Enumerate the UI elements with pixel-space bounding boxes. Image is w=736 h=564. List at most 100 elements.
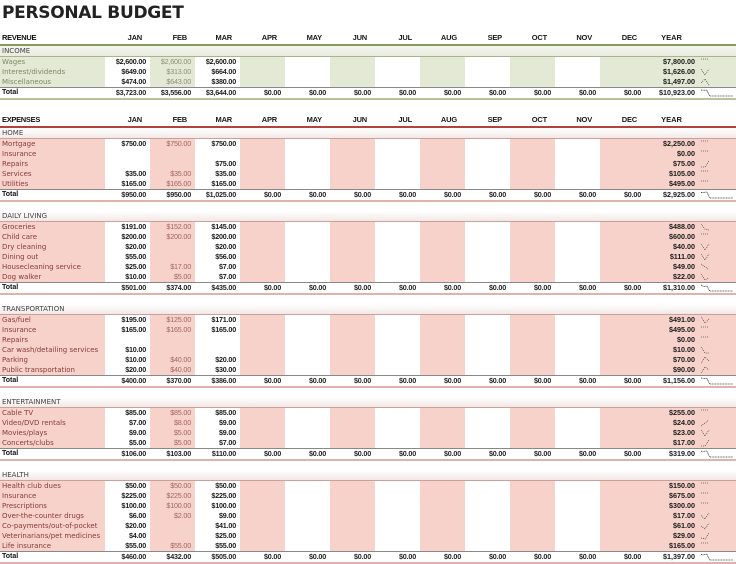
- cell-jul[interactable]: [375, 355, 420, 365]
- cell-oct[interactable]: [510, 511, 555, 521]
- cell-dec[interactable]: [600, 57, 645, 67]
- cell-oct[interactable]: [510, 345, 555, 355]
- cell-oct[interactable]: [510, 521, 555, 531]
- cell-mar[interactable]: $2,600.00: [205, 57, 236, 66]
- cell-dec[interactable]: [600, 262, 645, 272]
- cell-jul[interactable]: [375, 252, 420, 262]
- cell-apr[interactable]: [240, 511, 285, 521]
- cell-nov[interactable]: [555, 531, 600, 541]
- cell-may[interactable]: [285, 481, 330, 491]
- cell-feb[interactable]: $125.00: [150, 315, 195, 325]
- cell-nov[interactable]: [555, 179, 600, 189]
- cell-may[interactable]: [285, 335, 330, 345]
- cell-jun[interactable]: [330, 418, 375, 428]
- cell-jul[interactable]: [375, 531, 420, 541]
- cell-oct[interactable]: [510, 531, 555, 541]
- cell-jun[interactable]: [330, 325, 375, 335]
- cell-oct[interactable]: [510, 252, 555, 262]
- cell-may[interactable]: [285, 501, 330, 511]
- cell-apr[interactable]: [240, 232, 285, 242]
- cell-aug[interactable]: [420, 57, 465, 67]
- cell-aug[interactable]: [420, 262, 465, 272]
- cell-feb[interactable]: $2,600.00: [150, 57, 195, 67]
- cell-may[interactable]: [285, 438, 330, 448]
- cell-mar[interactable]: [195, 335, 240, 345]
- cell-jun[interactable]: [330, 428, 375, 438]
- cell-feb[interactable]: [150, 531, 195, 541]
- cell-jun[interactable]: [330, 355, 375, 365]
- cell-dec[interactable]: [600, 511, 645, 521]
- cell-sep[interactable]: [465, 315, 510, 325]
- cell-aug[interactable]: [420, 418, 465, 428]
- cell-jul[interactable]: [375, 262, 420, 272]
- cell-feb[interactable]: $165.00: [150, 179, 195, 189]
- cell-jul[interactable]: [375, 335, 420, 345]
- cell-nov[interactable]: [555, 491, 600, 501]
- cell-mar[interactable]: $100.00: [211, 501, 236, 510]
- cell-feb[interactable]: [150, 521, 195, 531]
- cell-oct[interactable]: [510, 57, 555, 67]
- cell-apr[interactable]: [240, 139, 285, 149]
- cell-jan[interactable]: $7.00: [129, 418, 146, 427]
- cell-jan[interactable]: $225.00: [121, 491, 146, 500]
- cell-dec[interactable]: [600, 315, 645, 325]
- cell-jun[interactable]: [330, 345, 375, 355]
- cell-aug[interactable]: [420, 521, 465, 531]
- cell-dec[interactable]: [600, 428, 645, 438]
- cell-jan[interactable]: $35.00: [125, 169, 146, 178]
- cell-dec[interactable]: [600, 252, 645, 262]
- cell-aug[interactable]: [420, 511, 465, 521]
- cell-may[interactable]: [285, 491, 330, 501]
- cell-oct[interactable]: [510, 481, 555, 491]
- cell-feb[interactable]: [150, 149, 195, 159]
- cell-apr[interactable]: [240, 438, 285, 448]
- cell-oct[interactable]: [510, 438, 555, 448]
- cell-may[interactable]: [285, 418, 330, 428]
- cell-apr[interactable]: [240, 325, 285, 335]
- cell-mar[interactable]: $750.00: [211, 139, 236, 148]
- cell-jun[interactable]: [330, 169, 375, 179]
- cell-oct[interactable]: [510, 408, 555, 418]
- cell-apr[interactable]: [240, 481, 285, 491]
- cell-jul[interactable]: [375, 149, 420, 159]
- cell-dec[interactable]: [600, 139, 645, 149]
- cell-jun[interactable]: [330, 481, 375, 491]
- cell-sep[interactable]: [465, 67, 510, 77]
- cell-jan[interactable]: $50.00: [125, 481, 146, 490]
- cell-may[interactable]: [285, 139, 330, 149]
- cell-jun[interactable]: [330, 179, 375, 189]
- cell-jan[interactable]: [105, 335, 150, 345]
- cell-apr[interactable]: [240, 541, 285, 551]
- cell-nov[interactable]: [555, 365, 600, 375]
- cell-apr[interactable]: [240, 531, 285, 541]
- cell-nov[interactable]: [555, 335, 600, 345]
- cell-dec[interactable]: [600, 438, 645, 448]
- cell-jan[interactable]: $25.00: [125, 262, 146, 271]
- cell-dec[interactable]: [600, 325, 645, 335]
- cell-jul[interactable]: [375, 511, 420, 521]
- cell-mar[interactable]: $20.00: [215, 242, 236, 251]
- cell-jun[interactable]: [330, 511, 375, 521]
- cell-feb[interactable]: $55.00: [150, 541, 195, 551]
- cell-jan[interactable]: [105, 149, 150, 159]
- cell-jan[interactable]: $10.00: [125, 345, 146, 354]
- cell-apr[interactable]: [240, 252, 285, 262]
- cell-may[interactable]: [285, 541, 330, 551]
- cell-jul[interactable]: [375, 408, 420, 418]
- cell-aug[interactable]: [420, 408, 465, 418]
- cell-oct[interactable]: [510, 77, 555, 87]
- cell-mar[interactable]: $41.00: [215, 521, 236, 530]
- cell-may[interactable]: [285, 365, 330, 375]
- cell-jan[interactable]: $100.00: [121, 501, 146, 510]
- cell-may[interactable]: [285, 149, 330, 159]
- cell-feb[interactable]: [150, 159, 195, 169]
- cell-dec[interactable]: [600, 222, 645, 232]
- cell-jun[interactable]: [330, 335, 375, 345]
- cell-feb[interactable]: $225.00: [150, 491, 195, 501]
- cell-jan[interactable]: $2,600.00: [115, 57, 146, 66]
- cell-feb[interactable]: $50.00: [150, 481, 195, 491]
- cell-jun[interactable]: [330, 521, 375, 531]
- cell-jun[interactable]: [330, 408, 375, 418]
- cell-dec[interactable]: [600, 521, 645, 531]
- cell-nov[interactable]: [555, 232, 600, 242]
